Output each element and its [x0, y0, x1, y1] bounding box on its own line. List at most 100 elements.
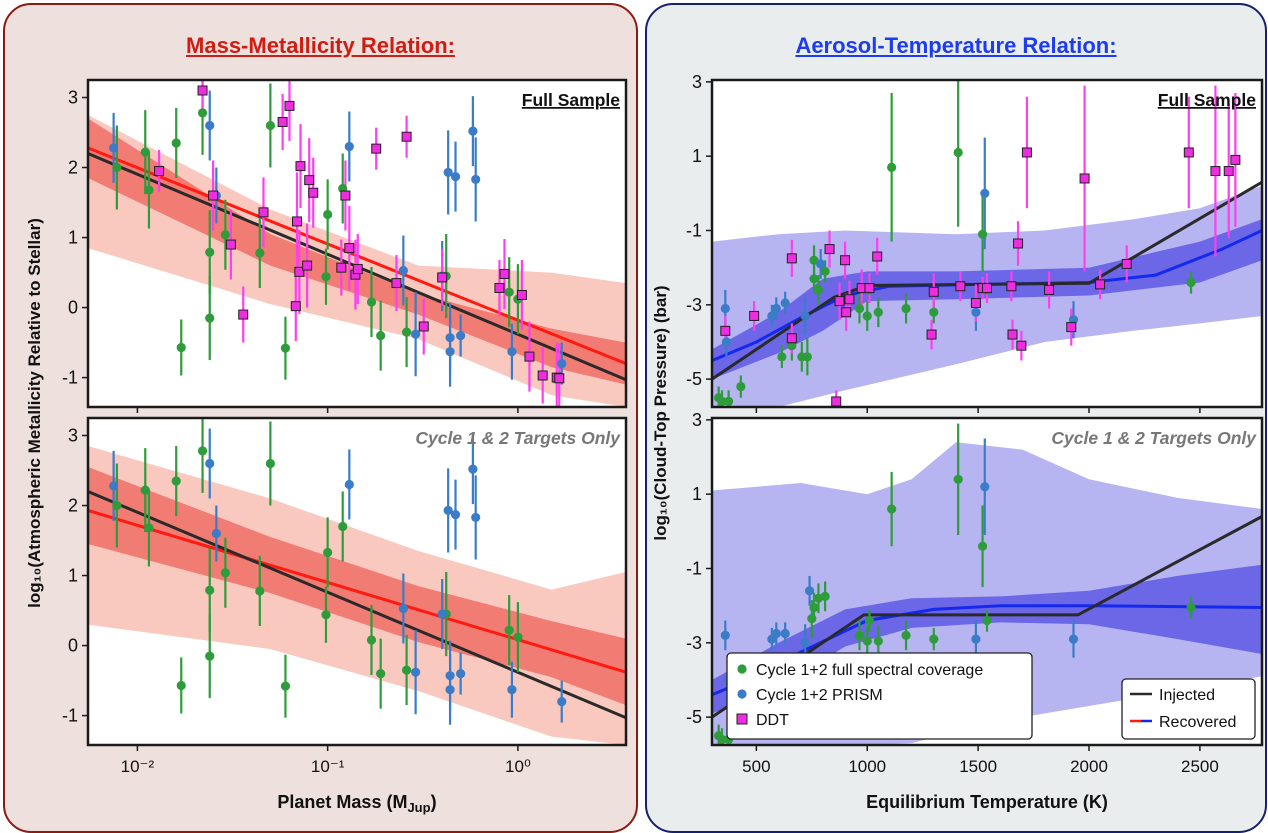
cycle-full-point [901, 630, 911, 640]
cycle-full-point [807, 614, 817, 624]
cycle-full-point [1186, 277, 1196, 288]
legend-box [726, 652, 1033, 740]
cycle-prism-point [780, 628, 790, 639]
cycle-prism-point [205, 120, 215, 131]
ddt-point [926, 329, 937, 340]
ddt-point [1007, 329, 1018, 340]
ddt-point [720, 325, 731, 336]
ddt-point [499, 268, 510, 279]
cycle-full-point [401, 665, 412, 675]
cycle-full-point [144, 523, 154, 533]
cycle-prism-point [471, 174, 481, 185]
ddt-point [516, 289, 527, 300]
ddt-point [982, 283, 992, 294]
cycle-full-point [176, 342, 186, 353]
ddt-point [537, 370, 548, 381]
cycle-prism-point [720, 630, 730, 640]
cycle-prism-point [804, 586, 815, 596]
cycle-prism-point [445, 347, 455, 357]
y-tick-label: 2 [68, 496, 78, 516]
cycle-full-point [717, 396, 727, 407]
ddt-point [295, 161, 306, 172]
cycle-full-point [205, 651, 215, 661]
chart-aer-bottom: -5 -3 -1 1 3 500 1000 1500 2000 2500 Cycle 1 & 2 T… [686, 410, 1264, 812]
cycle-full-point [265, 120, 275, 131]
legend-line-label: Recovered [1159, 714, 1236, 731]
cycle-full-point [724, 396, 734, 407]
ddt-point [524, 351, 535, 362]
x-axis-label: Planet Mass (MJup) [277, 792, 436, 815]
ddt-point [834, 296, 845, 307]
cycle-prism-point [450, 510, 461, 520]
cycle-prism-point [557, 696, 567, 707]
y-tick-label: 1 [692, 146, 702, 166]
cycle-full-point [513, 632, 523, 642]
panel-subtitle: Full Sample [522, 90, 620, 110]
y-tick-label: 3 [692, 72, 702, 92]
cycle-prism-point [398, 603, 408, 614]
x-tick-label: 10⁻² [121, 757, 155, 776]
cycle-prism-point [780, 298, 790, 308]
cycle-full-point [401, 327, 412, 337]
ddt-point [371, 143, 382, 154]
legend-line-label: Injected [1159, 687, 1215, 704]
cycle-prism-point [720, 303, 730, 314]
ddt-point [284, 100, 295, 111]
y-tick-label: -1 [62, 368, 78, 388]
cycle-full-point [197, 108, 208, 118]
cycle-full-point [862, 636, 872, 646]
legend-ddt-marker [736, 713, 748, 725]
inner-confidence-band [88, 118, 626, 385]
cycle-full-point [205, 585, 215, 595]
ddt-point [290, 301, 301, 312]
cycle-full-point [112, 500, 122, 511]
ddt-point [1121, 258, 1132, 269]
y-tick-label: 0 [68, 636, 78, 656]
ddt-point [1021, 147, 1032, 158]
line-legend: Injected Recovered [1121, 678, 1256, 740]
cycle-prism-point [980, 482, 990, 492]
cycle-full-point [929, 634, 939, 644]
cycle-full-point [977, 541, 988, 551]
cycle-full-point [280, 681, 291, 691]
ddt-point [824, 244, 835, 255]
cycle-full-point [982, 615, 992, 626]
cycle-full-point [820, 591, 830, 601]
ddt-point [786, 333, 797, 344]
ddt-point [1095, 279, 1106, 290]
cycle-full-point [140, 485, 150, 495]
cycle-full-point [255, 248, 265, 258]
y-tick-label: -1 [62, 706, 78, 726]
y-tick-label: -3 [686, 295, 702, 315]
ddt-point [154, 166, 165, 177]
cycle-full-point [366, 297, 377, 307]
cycle-prism-point [450, 172, 461, 182]
ddt-point [401, 131, 412, 142]
marker-legend: Cycle 1+2 full spectral coverage Cycle 1+… [726, 652, 1033, 740]
cycle-full-point [977, 229, 988, 239]
cycle-prism-point [398, 265, 408, 276]
cycle-prism-point [557, 358, 567, 369]
cycle-prism-point [456, 668, 466, 679]
inner-confidence-band [712, 219, 1262, 380]
ddt-point [308, 187, 319, 198]
ddt-point [1016, 340, 1027, 351]
cycle-prism-point [800, 311, 810, 321]
cycle-prism-point [1068, 634, 1079, 644]
y-tick-label: -1 [686, 220, 702, 240]
legend-box [1121, 678, 1256, 740]
ddt-point [304, 175, 315, 186]
x-tick-label: 10⁰ [505, 757, 531, 776]
cycle-full-point [220, 568, 230, 578]
cycle-full-point [140, 147, 150, 157]
cycle-full-point [717, 734, 727, 745]
cycle-prism-point [456, 330, 466, 341]
legend-entry: DDT [756, 712, 789, 729]
cycle-full-point [854, 630, 865, 640]
cycle-prism-point [468, 464, 478, 474]
cycle-prism-point [411, 667, 421, 677]
cycle-prism-point [445, 685, 455, 695]
injected-line [88, 490, 626, 720]
ddt-point [970, 297, 981, 308]
y-tick-label: 3 [68, 88, 78, 108]
